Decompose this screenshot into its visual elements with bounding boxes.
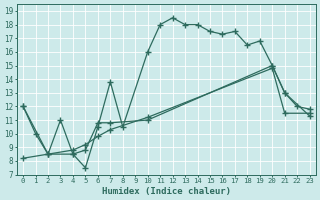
X-axis label: Humidex (Indice chaleur): Humidex (Indice chaleur)	[102, 187, 231, 196]
